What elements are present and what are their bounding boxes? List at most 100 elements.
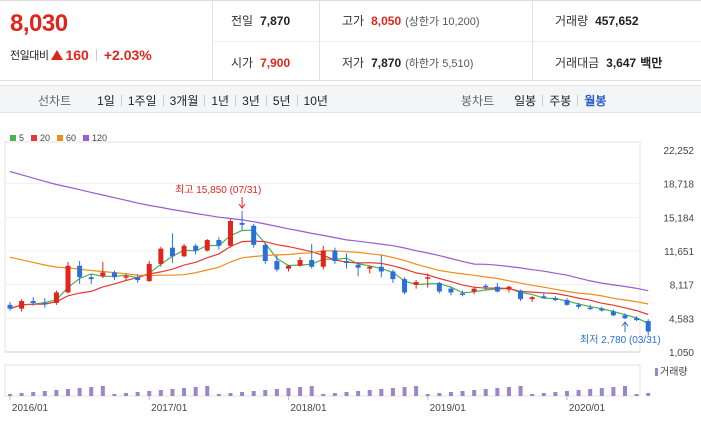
candle-period-0[interactable]: 일봉 (514, 94, 537, 108)
candle-body (483, 285, 489, 288)
stat-prev: 전일 7,870 (231, 12, 290, 29)
price-box: 8,030 전일대비 160 +2.03% (0, 1, 213, 81)
volume-bar (356, 391, 361, 396)
legend-label: 5 (19, 133, 25, 143)
line-chart-options: 선차트 1일 1주일 3개월 1년 3년 5년 10년 (38, 92, 334, 109)
volume-bar (634, 394, 639, 396)
volume-bar (170, 389, 175, 396)
stat-low-limit: (하한가 5,510) (405, 58, 474, 70)
candle-period-1[interactable]: 주봉 (549, 94, 572, 108)
candle-body (494, 286, 500, 292)
volume-bar (42, 391, 47, 396)
candle-body (169, 247, 175, 257)
candle-body (77, 265, 83, 278)
volume-bar (263, 390, 268, 396)
candle-body (471, 288, 477, 292)
line-range-3[interactable]: 1년 (211, 94, 230, 108)
candle-body (564, 300, 570, 305)
quote-header: 8,030 전일대비 160 +2.03% 전일 7,870 시가 7,900 … (0, 0, 701, 81)
candle-body (100, 272, 106, 277)
volume-bar (251, 391, 256, 396)
stat-high-label: 고가 (342, 14, 365, 28)
min-annotation: 최저 2,780 (03/31) (580, 334, 661, 346)
up-triangle-icon (51, 50, 64, 60)
volume-bar (124, 393, 129, 396)
candle-body (378, 266, 384, 272)
volume-bar (460, 391, 465, 396)
candle-body (344, 261, 350, 263)
line-range-6[interactable]: 10년 (303, 94, 328, 108)
candle-body (19, 301, 25, 309)
volume-bar (588, 389, 593, 396)
volume-frame (4, 364, 641, 397)
candle-body (599, 308, 605, 311)
chart-legend: 5 20 60 120 (10, 133, 114, 143)
stat-volume: 거래량 457,652 (555, 12, 639, 29)
candle-body (309, 260, 315, 267)
candle-body (30, 301, 36, 303)
volume-bar (402, 387, 407, 396)
change-percent: +2.03% (103, 47, 152, 63)
candle-body (576, 304, 582, 307)
x-tick-label: 2018/01 (290, 403, 327, 414)
volume-bar (19, 393, 24, 396)
volume-bar (112, 394, 117, 396)
volume-bar (344, 392, 349, 396)
candle-body (529, 297, 535, 300)
candle-body (193, 245, 199, 251)
volume-bar (611, 387, 616, 396)
candle-body (552, 298, 558, 301)
volume-bar (553, 392, 558, 396)
volume-bar (228, 393, 233, 396)
candle-body (622, 315, 628, 319)
stats-panel: 전일 7,870 시가 7,900 고가 8,050 (상한가 10,200) … (214, 1, 701, 81)
stat-amount-label: 거래대금 (555, 56, 600, 70)
change-value: 160 (65, 47, 89, 63)
volume-bar (158, 390, 163, 396)
candle-body (367, 266, 373, 269)
divider (95, 49, 97, 61)
divider (542, 95, 544, 106)
volume-bar (332, 393, 337, 396)
candle-body (146, 263, 152, 282)
volume-bar (8, 394, 12, 396)
divider (265, 95, 267, 106)
volume-bar (390, 388, 395, 396)
candle-body (181, 245, 187, 257)
line-range-2[interactable]: 3개월 (169, 94, 199, 108)
candle-body (227, 220, 233, 246)
volume-bar (483, 389, 488, 396)
price-chart[interactable]: 22,252 18,718 15,184 11,651 8,117 4,583 1,050 거… (0, 120, 701, 430)
stat-open-label: 시가 (231, 56, 254, 70)
x-tick-label: 2019/01 (430, 403, 467, 414)
stat-high-value: 8,050 (371, 14, 402, 28)
line-range-0[interactable]: 1일 (97, 94, 115, 108)
candle-period-2[interactable]: 월봉 (584, 94, 607, 108)
stat-low-label: 저가 (342, 56, 365, 70)
candle-body (634, 318, 640, 321)
y-tick-label: 11,651 (664, 247, 694, 258)
volume-bar (448, 392, 453, 396)
ma-line-5 (9, 229, 649, 324)
candle-body (204, 240, 210, 251)
line-range-1[interactable]: 1주일 (127, 94, 157, 108)
legend-ma-60: 60 (57, 133, 76, 143)
candle-body (158, 248, 164, 264)
max-annotation: 최고 15,850 (07/31) (175, 184, 261, 196)
line-chart-title: 선차트 (38, 94, 72, 108)
volume-bar (89, 387, 94, 396)
candle-chart-title: 봉차트 (461, 94, 495, 108)
volume-bar (472, 390, 477, 396)
stat-open-value: 7,900 (260, 56, 291, 70)
stat-high-limit: (상한가 10,200) (405, 16, 480, 28)
line-range-4[interactable]: 3년 (242, 94, 260, 108)
legend-swatch (31, 135, 38, 141)
volume-bar (193, 387, 198, 396)
candle-body (518, 290, 524, 300)
volume-bar (135, 392, 140, 396)
volume-bar (182, 388, 187, 396)
line-range-5[interactable]: 5년 (272, 94, 291, 108)
y-tick-label: 18,718 (663, 180, 694, 191)
divider (577, 95, 579, 106)
divider (296, 95, 298, 106)
